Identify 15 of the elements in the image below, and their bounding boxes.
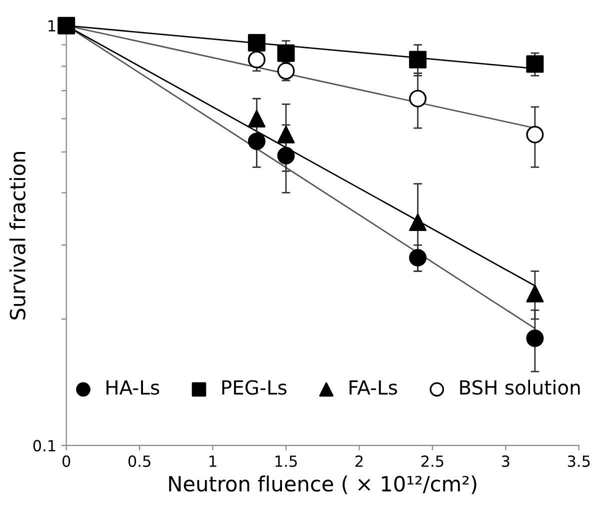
x-tick-label: 2 [355,455,363,467]
legend-label: FA-Ls [350,380,398,395]
x-tick-label: 3 [502,455,510,467]
legend-label: BSH solution [460,380,580,395]
x-tick-label: 0.5 [128,455,150,467]
x-tick-label: 0 [62,455,70,467]
y-axis-title: Survival fraction [9,152,26,320]
y-tick-label: 0.1 [33,440,56,452]
x-axis-title: Neutron fluence ( × 10¹²/cm²) [169,476,476,494]
x-tick-label: 3.5 [568,455,590,467]
legend-label: PEG-Ls [222,380,286,395]
x-tick-label: 1 [210,456,216,467]
legend-label: HA-Ls [106,380,160,395]
x-tick-label: 2.5 [421,455,444,467]
x-tick-label: 1.5 [276,456,297,467]
